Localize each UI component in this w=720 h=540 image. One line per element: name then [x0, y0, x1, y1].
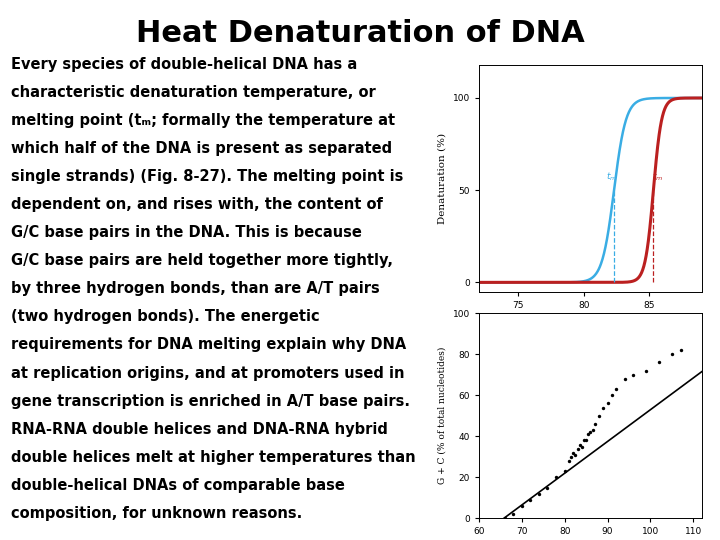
- Point: [567, 448, 579, 457]
- Text: G/C base pairs are held together more tightly,: G/C base pairs are held together more ti…: [11, 253, 393, 268]
- Text: G/C base pairs in the DNA. This is because: G/C base pairs in the DNA. This is becau…: [11, 225, 361, 240]
- Text: double helices melt at higher temperatures than: double helices melt at higher temperatur…: [11, 450, 415, 465]
- Text: composition, for unknown reasons.: composition, for unknown reasons.: [11, 506, 302, 521]
- Point: [525, 496, 536, 504]
- Point: [499, 514, 510, 523]
- Text: Every species of double-helical DNA has a: Every species of double-helical DNA has …: [11, 57, 357, 72]
- Point: [589, 420, 600, 428]
- Text: RNA-RNA double helices and DNA-RNA hybrid: RNA-RNA double helices and DNA-RNA hybri…: [11, 422, 387, 437]
- Point: [574, 440, 585, 449]
- Point: [516, 502, 528, 510]
- Point: [606, 391, 618, 400]
- Y-axis label: G + C (% of total nucleotides): G + C (% of total nucleotides): [438, 347, 447, 484]
- Point: [533, 489, 544, 498]
- Text: double-helical DNAs of comparable base: double-helical DNAs of comparable base: [11, 478, 345, 493]
- Point: [653, 358, 665, 367]
- Point: [572, 444, 583, 453]
- Text: which half of the DNA is present as separated: which half of the DNA is present as sepa…: [11, 141, 392, 156]
- Text: (two hydrogen bonds). The energetic: (two hydrogen bonds). The energetic: [11, 309, 320, 325]
- Point: [628, 370, 639, 379]
- Text: $t_m$: $t_m$: [652, 170, 663, 183]
- Point: [570, 450, 581, 459]
- Point: [578, 436, 590, 445]
- Point: [598, 403, 609, 412]
- Point: [563, 457, 575, 465]
- Point: [602, 399, 613, 408]
- Point: [559, 467, 570, 476]
- Text: gene transcription is enriched in A/T base pairs.: gene transcription is enriched in A/T ba…: [11, 394, 410, 409]
- Point: [565, 453, 577, 461]
- Point: [675, 346, 686, 354]
- Text: dependent on, and rises with, the content of: dependent on, and rises with, the conten…: [11, 197, 382, 212]
- Point: [585, 428, 596, 436]
- Text: requirements for DNA melting explain why DNA: requirements for DNA melting explain why…: [11, 338, 406, 353]
- Text: Heat Denaturation of DNA: Heat Denaturation of DNA: [135, 19, 585, 48]
- Point: [550, 473, 562, 482]
- Point: [576, 442, 588, 451]
- X-axis label: Temperature (°C): Temperature (°C): [544, 315, 636, 325]
- Text: single strands) (Fig. 8-27). The melting point is: single strands) (Fig. 8-27). The melting…: [11, 169, 403, 184]
- Point: [587, 426, 598, 435]
- Text: characteristic denaturation temperature, or: characteristic denaturation temperature,…: [11, 85, 376, 100]
- Point: [666, 350, 678, 359]
- Y-axis label: Denaturation (%): Denaturation (%): [438, 133, 447, 224]
- Text: melting point (tₘ; formally the temperature at: melting point (tₘ; formally the temperat…: [11, 113, 395, 128]
- Text: by three hydrogen bonds, than are A/T pairs: by three hydrogen bonds, than are A/T pa…: [11, 281, 379, 296]
- Point: [541, 483, 553, 492]
- Point: [580, 436, 592, 445]
- Text: at replication origins, and at promoters used in: at replication origins, and at promoters…: [11, 366, 405, 381]
- Point: [508, 510, 519, 518]
- Point: [619, 375, 631, 383]
- Point: [641, 366, 652, 375]
- Point: [611, 385, 622, 394]
- Point: [593, 411, 605, 420]
- Text: $t_m$: $t_m$: [606, 170, 617, 183]
- Point: [582, 430, 594, 438]
